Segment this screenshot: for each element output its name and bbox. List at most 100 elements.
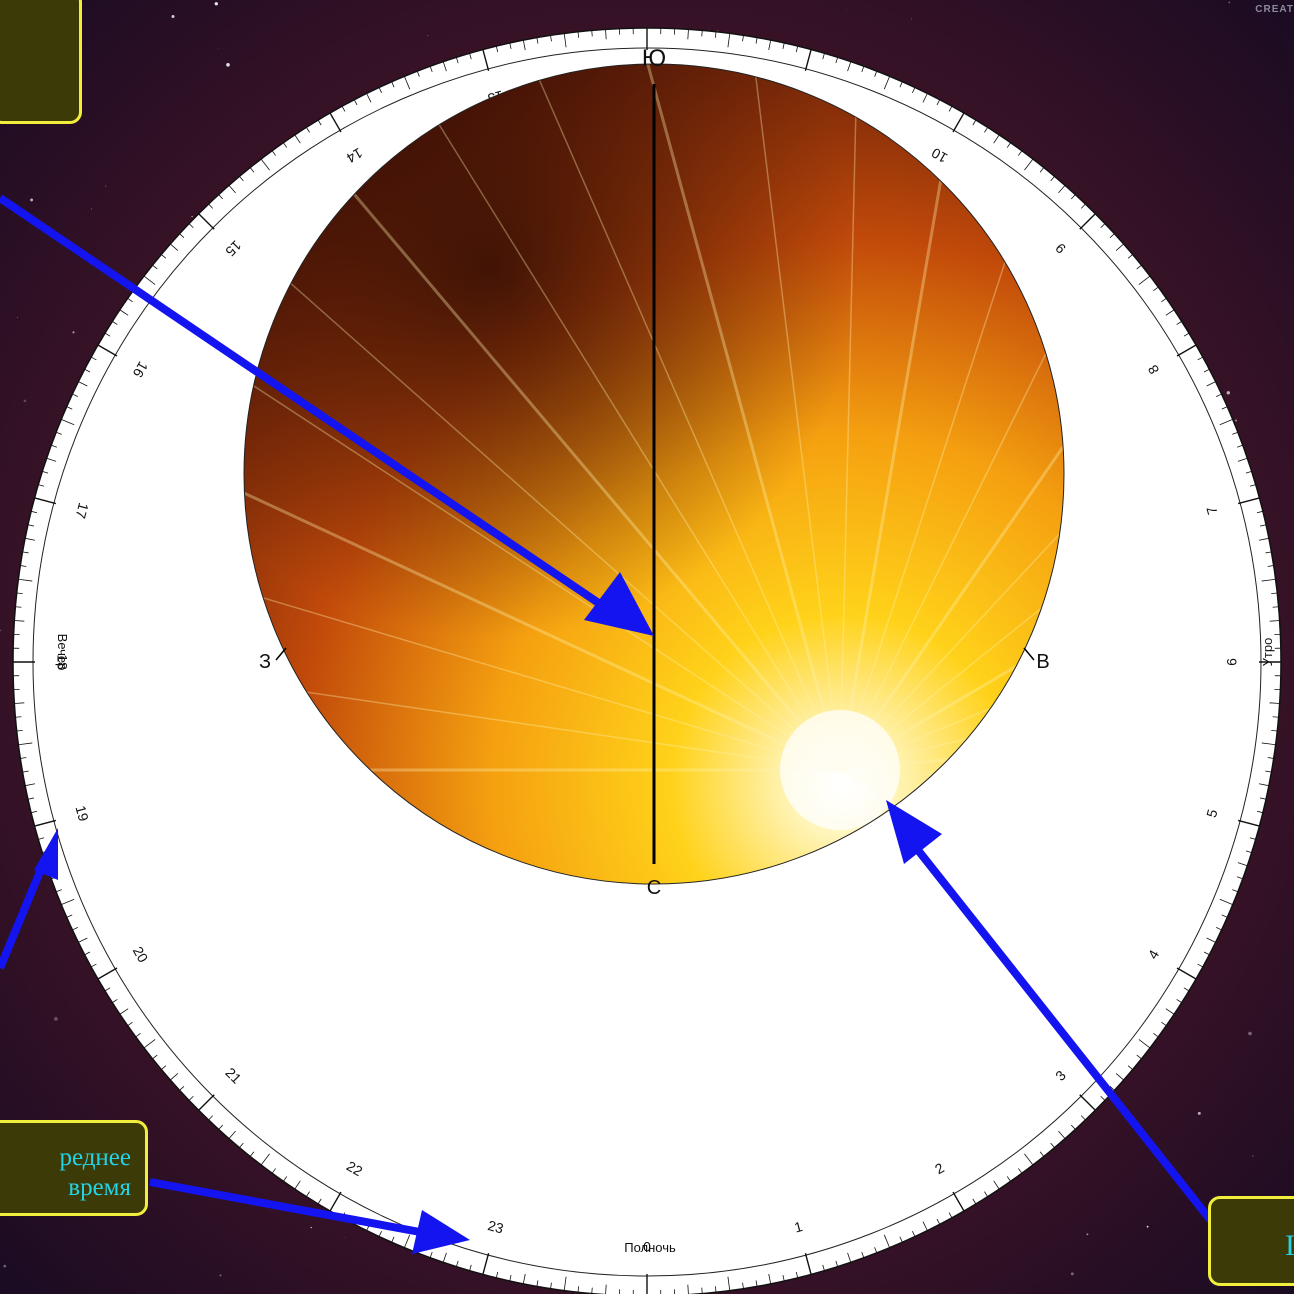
tick-mark — [1153, 1033, 1159, 1038]
tick-mark — [883, 1234, 890, 1248]
sun-ray — [839, 64, 863, 771]
callout-mean-time-line2: время — [68, 1174, 131, 1201]
tick-mark — [271, 1168, 276, 1174]
tick-mark — [822, 53, 825, 60]
tick-mark — [936, 99, 941, 106]
tick-mark — [509, 1275, 512, 1282]
tick-mark — [1206, 381, 1216, 387]
tick-mark — [469, 53, 472, 60]
tick-mark — [112, 999, 118, 1003]
hour-label: 6 — [1224, 658, 1240, 666]
tick-mark — [952, 112, 965, 133]
star — [1252, 1155, 1254, 1157]
tick-mark — [1203, 368, 1210, 373]
tick-mark — [687, 29, 689, 40]
tick-mark — [271, 150, 276, 156]
sun-ray — [839, 429, 1064, 771]
tick-mark — [329, 112, 342, 133]
tick-mark — [1138, 1039, 1151, 1049]
tick-mark — [27, 797, 34, 800]
tick-mark — [482, 49, 490, 72]
tick-mark — [1183, 332, 1190, 337]
tick-mark — [1039, 1151, 1045, 1157]
tick-mark — [455, 1260, 459, 1267]
tick-mark — [563, 1276, 567, 1291]
tick-mark — [442, 1252, 447, 1263]
hour-label: 18 — [54, 654, 70, 670]
tick-mark — [1136, 1054, 1142, 1060]
tick-mark — [249, 1151, 255, 1157]
sun-disk-outline — [243, 63, 1065, 885]
tick-mark — [550, 1282, 552, 1289]
tick-mark — [161, 254, 167, 259]
sun-ray — [730, 64, 841, 771]
sun-ray — [839, 110, 1064, 771]
tick-mark — [16, 729, 23, 732]
star — [23, 399, 27, 403]
tick-mark — [984, 127, 988, 133]
tick-mark — [135, 1033, 141, 1038]
tick-mark — [353, 99, 358, 106]
tick-mark — [1050, 176, 1055, 182]
tick-mark — [61, 419, 75, 426]
tick-mark — [972, 119, 977, 126]
callout-mean-time: реднее время — [0, 1120, 148, 1216]
tick-mark — [218, 1124, 224, 1130]
tick-mark — [1080, 1115, 1086, 1121]
tick-mark — [143, 1039, 156, 1049]
tick-mark — [72, 393, 79, 397]
tick-mark — [1079, 1094, 1096, 1111]
hour-label: 10 — [928, 145, 950, 167]
tick-mark — [522, 40, 526, 51]
tick-mark — [218, 194, 224, 200]
tick-mark — [1138, 275, 1151, 285]
hour-tick-marks — [13, 28, 1281, 1294]
tick-mark — [1006, 1176, 1011, 1182]
tick-mark — [1215, 927, 1222, 931]
tick-mark — [1258, 537, 1269, 541]
tick-mark — [127, 1021, 133, 1026]
tick-mark — [948, 105, 953, 112]
tick-mark — [294, 134, 301, 144]
tick-mark — [1006, 142, 1011, 148]
tick-mark — [1115, 243, 1124, 251]
west-tick — [275, 647, 287, 661]
tick-mark — [1153, 286, 1159, 291]
tick-mark — [795, 1271, 799, 1278]
tick-mark — [391, 81, 395, 88]
tick-mark — [78, 937, 88, 943]
tick-mark — [577, 1286, 580, 1293]
star — [344, 1237, 346, 1238]
arrow-to-meridian — [0, 194, 609, 612]
tick-mark — [15, 606, 22, 608]
callout-bottom-right: I — [1208, 1196, 1294, 1286]
tick-mark — [16, 592, 23, 595]
tick-mark — [714, 1286, 717, 1293]
tick-mark — [1050, 1142, 1055, 1148]
tick-mark — [936, 1218, 941, 1225]
tick-mark — [804, 49, 812, 72]
sun-ray — [258, 81, 842, 771]
tick-mark — [442, 61, 447, 72]
tick-mark — [874, 1247, 878, 1254]
tick-mark — [993, 134, 1000, 144]
tick-mark — [1261, 578, 1276, 582]
tick-mark — [1079, 213, 1096, 230]
tick-mark — [768, 40, 772, 51]
tick-mark — [847, 1252, 852, 1263]
callout-mean-time-line1: реднее — [59, 1144, 131, 1171]
tick-mark — [378, 1230, 382, 1237]
tick-mark — [835, 57, 839, 64]
tick-mark — [161, 1065, 167, 1070]
tick-mark — [38, 484, 45, 487]
tick-mark — [1018, 1168, 1023, 1174]
tick-mark — [188, 223, 194, 229]
tick-mark — [1219, 419, 1233, 426]
tick-mark — [1256, 810, 1263, 814]
arrow-to-hour-19 — [0, 860, 48, 970]
tick-mark — [1271, 729, 1278, 732]
tick-mark — [119, 1008, 129, 1015]
tick-mark — [127, 298, 133, 303]
tick-mark — [38, 837, 45, 840]
